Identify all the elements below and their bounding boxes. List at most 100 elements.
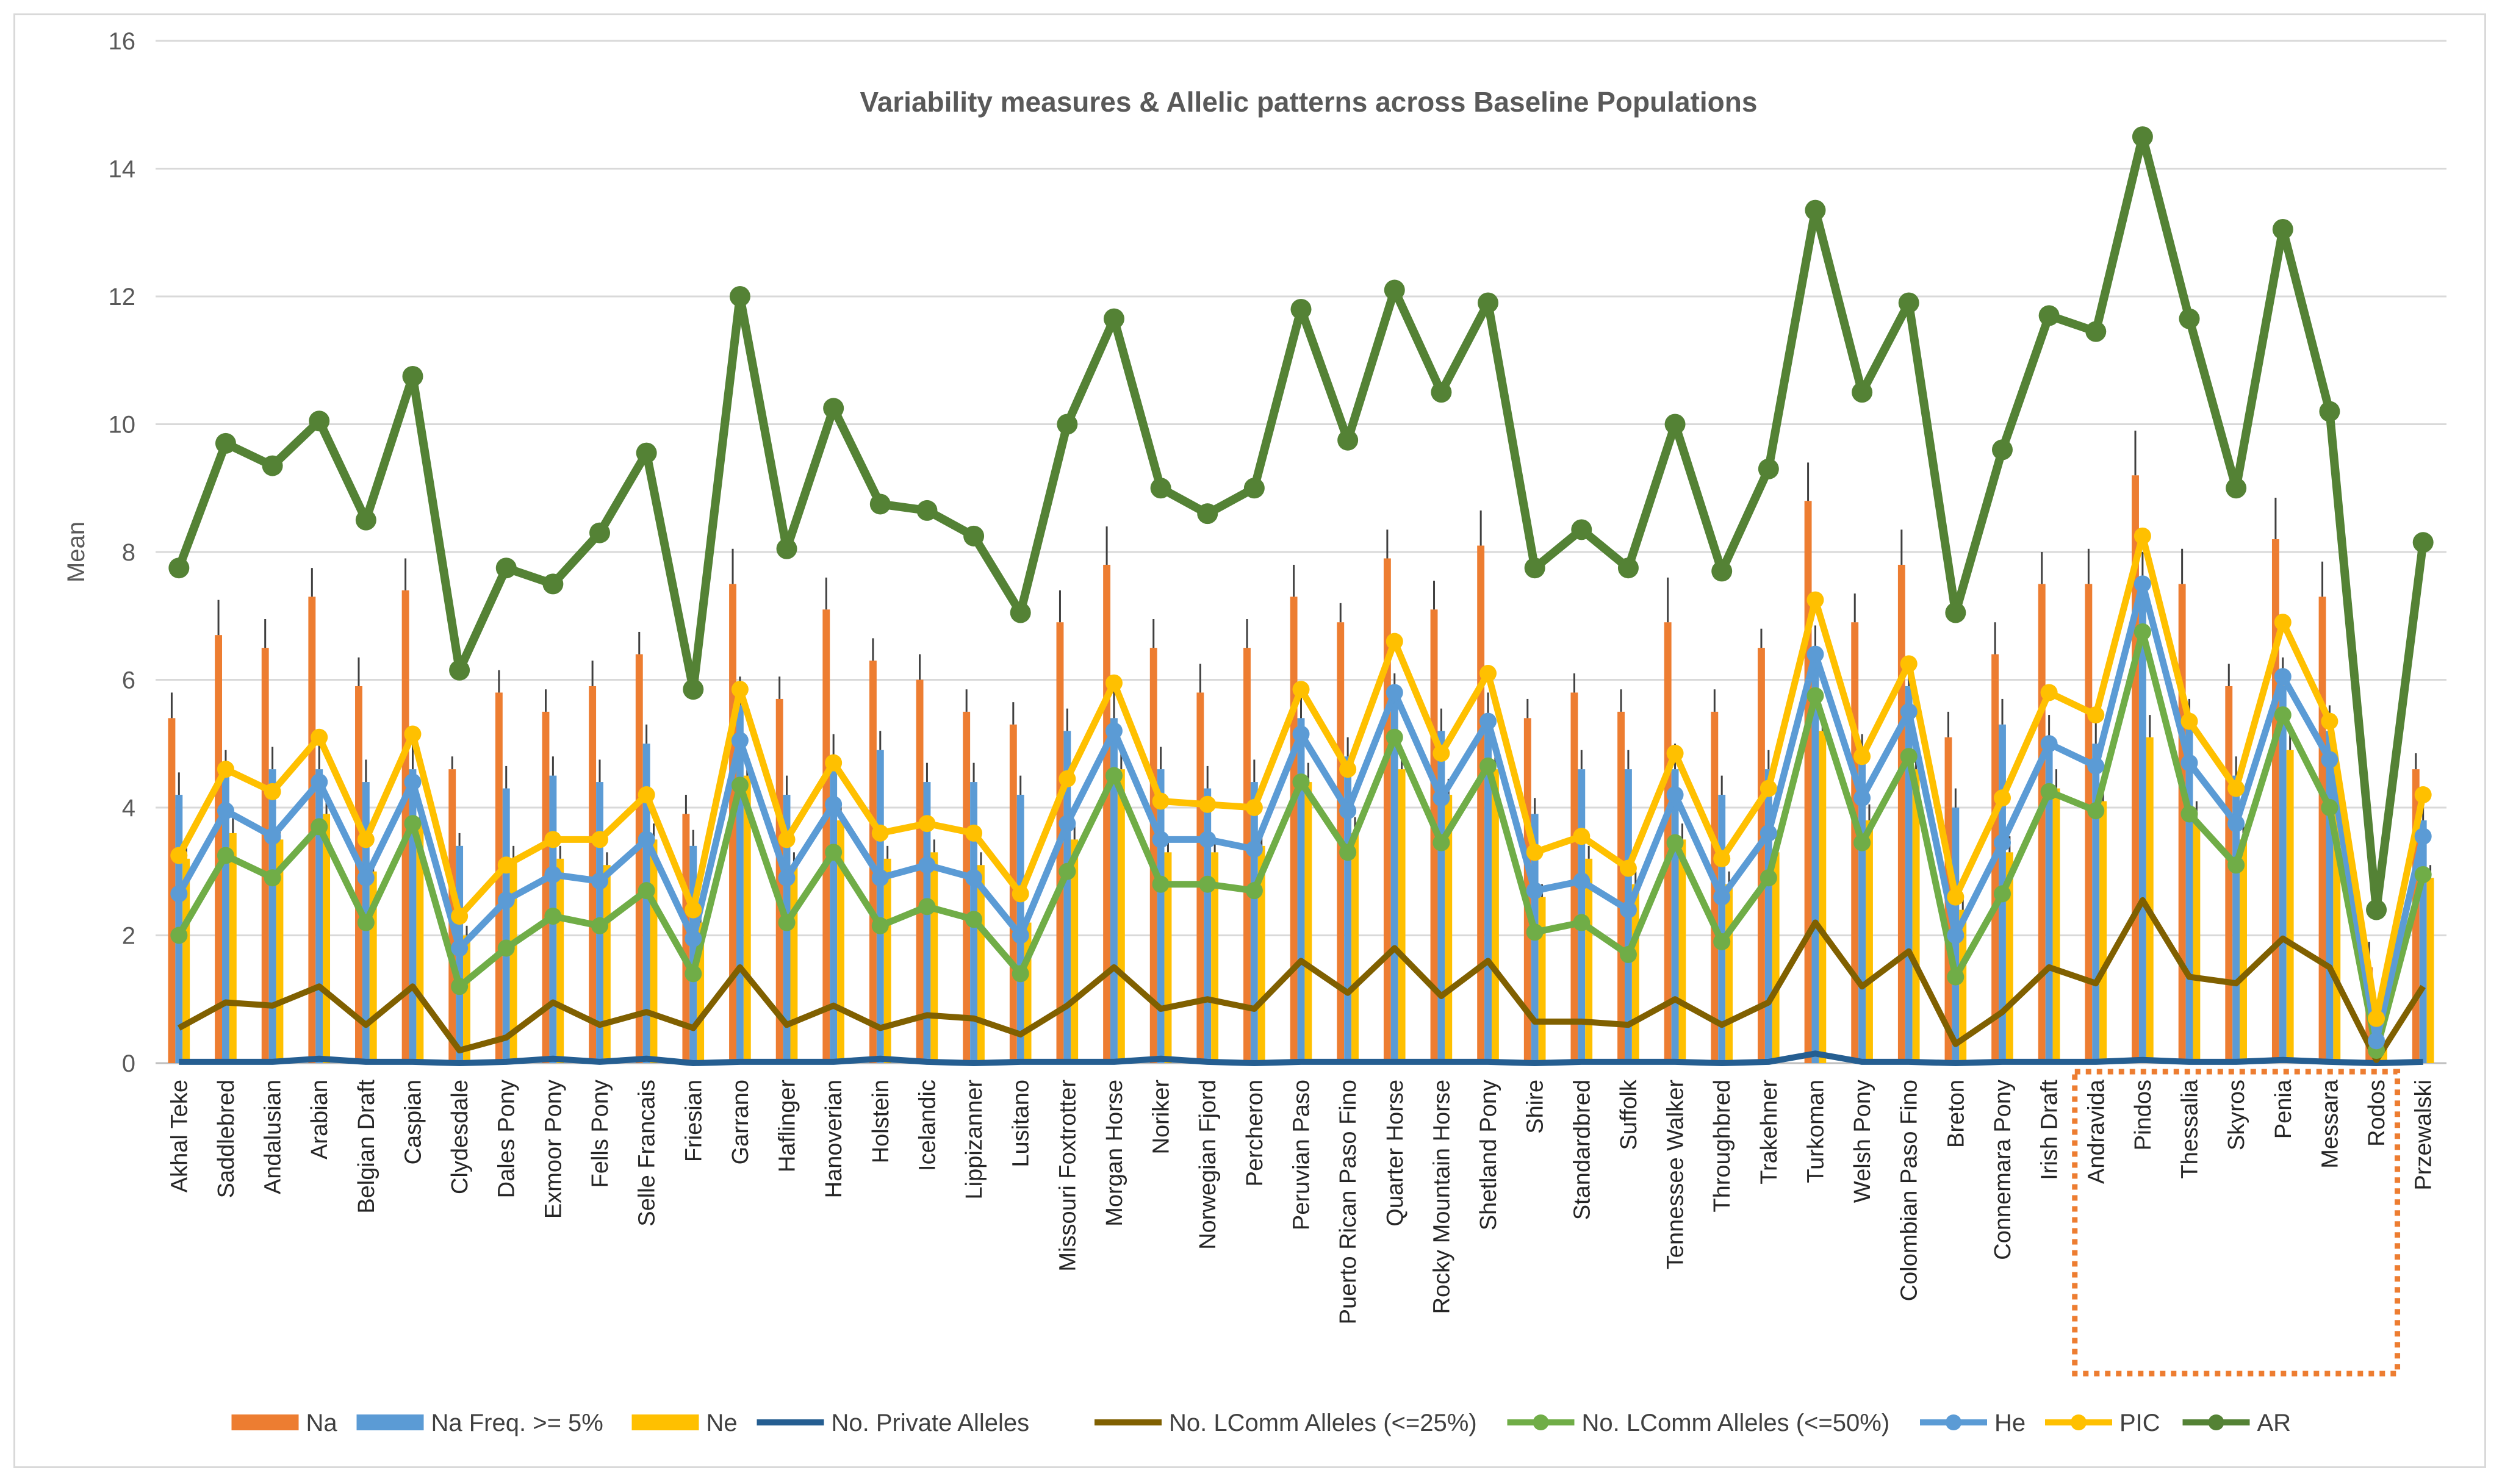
x-label-hanoverian: Hanoverian — [821, 1080, 847, 1198]
series-markers — [168, 126, 2434, 1059]
marker-no-lcomm-alleles-50-throughbred — [1713, 933, 1731, 950]
marker-pic-peruvian-paso — [1292, 681, 1310, 698]
legend-swatch-na — [231, 1414, 299, 1430]
marker-no-lcomm-alleles-50-turkoman — [1806, 687, 1824, 704]
y-tick-label-16: 16 — [109, 28, 136, 55]
marker-no-lcomm-alleles-50-connemara-pony — [1993, 885, 2011, 903]
bar-na-freq-5-messara — [2326, 731, 2334, 1063]
bar-ne-turkoman — [1819, 731, 1827, 1063]
marker-ar-hanoverian — [823, 398, 844, 419]
marker-no-lcomm-alleles-50-lusitano — [1012, 965, 1029, 983]
marker-he-arabian — [311, 773, 328, 791]
bar-na-percheron — [1243, 648, 1251, 1063]
marker-ar-holstein — [869, 493, 891, 515]
bar-ne-andravida — [2099, 801, 2107, 1063]
bar-ne-lippizanner — [977, 865, 985, 1063]
bar-ne-suffolk — [1631, 884, 1639, 1063]
marker-no-lcomm-alleles-50-belgian-draft — [357, 914, 375, 931]
marker-pic-penia — [2274, 614, 2292, 631]
x-label-lusitano: Lusitano — [1008, 1080, 1034, 1167]
bar-na-freq-5-shetland-pony — [1484, 718, 1492, 1063]
marker-ar-breton — [1945, 602, 1966, 623]
marker-pic-tennessee-walker — [1666, 744, 1684, 762]
marker-no-lcomm-alleles-50-dales-pony — [497, 939, 515, 957]
marker-ar-lusitano — [1010, 602, 1031, 623]
marker-pic-skyros — [2227, 780, 2245, 797]
marker-he-shire — [1526, 882, 1544, 900]
marker-pic-trakehner — [1760, 780, 1777, 797]
bar-na-freq-5-penia — [2279, 686, 2287, 1063]
x-label-tennessee-walker: Tennessee Walker — [1663, 1080, 1689, 1270]
marker-he-lippizanner — [965, 869, 983, 887]
x-label-akhal-teke: Akhal Teke — [167, 1080, 192, 1192]
bar-na-fells-pony — [589, 686, 597, 1063]
x-label-andravida: Andravida — [2083, 1079, 2109, 1184]
marker-pic-morgan-horse — [1105, 674, 1123, 692]
legend-swatch-ne — [631, 1414, 699, 1430]
marker-no-lcomm-alleles-50-icelandic — [918, 898, 936, 916]
x-label-thessalia: Thessalia — [2177, 1079, 2203, 1178]
y-axis-ticks: 0 2 4 6 8 10 12 14 16 — [109, 28, 136, 1077]
marker-pic-andalusian — [264, 783, 281, 800]
marker-no-lcomm-alleles-50-missouri-foxtrotter — [1059, 862, 1076, 880]
marker-he-tennessee-walker — [1666, 786, 1684, 804]
marker-no-lcomm-alleles-50-caspian — [404, 815, 422, 833]
x-label-holstein: Holstein — [868, 1080, 894, 1163]
bar-ne-rocky-mountain-horse — [1445, 795, 1453, 1063]
x-label-standardbred: Standardbred — [1569, 1080, 1595, 1220]
x-axis-labels: Akhal Teke Saddlebred Andalusian Arabian Bel… — [167, 1079, 2436, 1324]
bar-na-freq-5-skyros — [2232, 775, 2240, 1063]
bar-na-thessalia — [2178, 584, 2186, 1063]
bar-na-freq-5-percheron — [1250, 782, 1258, 1063]
marker-no-lcomm-alleles-50-andravida — [2087, 802, 2105, 820]
marker-no-lcomm-alleles-50-saddlebred — [217, 847, 234, 864]
bar-ne-pindos — [2146, 737, 2154, 1063]
bar-ne-peruvian-paso — [1304, 782, 1312, 1063]
bar-ne-throughbred — [1725, 884, 1733, 1063]
y-tick-label-2: 2 — [122, 923, 135, 950]
bar-na-noriker — [1149, 648, 1157, 1063]
marker-ar-skyros — [2226, 478, 2247, 499]
marker-pic-noriker — [1152, 792, 1170, 810]
x-label-connemara-pony: Connemara Pony — [1990, 1080, 2016, 1260]
marker-pic-belgian-draft — [357, 831, 375, 848]
bar-ne-arabian — [323, 814, 331, 1063]
bar-ne-fells-pony — [603, 865, 611, 1063]
bar-na-quarter-horse — [1383, 558, 1391, 1063]
legend-marker-ar — [2208, 1414, 2224, 1430]
bar-na-freq-5-caspian — [409, 769, 417, 1063]
bar-ne-haflinger — [790, 865, 798, 1063]
marker-pic-arabian — [311, 728, 328, 746]
bar-ne-puerto-rican-paso-fino — [1351, 833, 1359, 1063]
marker-ar-andalusian — [262, 455, 283, 476]
marker-ar-caspian — [402, 365, 423, 387]
marker-he-przewalski — [2414, 828, 2432, 845]
bar-na-peruvian-paso — [1290, 597, 1298, 1063]
marker-no-lcomm-alleles-50-clydesdale — [451, 978, 469, 995]
marker-he-saddlebred — [217, 802, 234, 820]
marker-ar-messara — [2319, 401, 2340, 422]
x-label-irish-draft: Irish Draft — [2037, 1080, 2063, 1180]
marker-ar-rodos — [2366, 899, 2387, 920]
marker-no-lcomm-alleles-50-lippizanner — [965, 911, 983, 928]
marker-he-pindos — [2134, 575, 2151, 593]
marker-no-lcomm-alleles-50-pindos — [2134, 623, 2151, 640]
bar-na-morgan-horse — [1103, 564, 1111, 1063]
marker-pic-dales-pony — [497, 856, 515, 874]
x-label-fells-pony: Fells Pony — [588, 1080, 613, 1188]
marker-no-lcomm-alleles-50-akhal-teke — [170, 927, 188, 944]
bar-na-penia — [2271, 539, 2279, 1063]
bar-na-freq-5-przewalski — [2419, 820, 2427, 1063]
marker-he-andravida — [2087, 757, 2105, 775]
bar-ne-standardbred — [1585, 858, 1593, 1063]
bar-na-freq-5-hanoverian — [830, 756, 838, 1063]
bar-na-freq-5-andalusian — [268, 769, 276, 1063]
bar-na-freq-5-dales-pony — [502, 788, 510, 1063]
marker-pic-puerto-rican-paso-fino — [1339, 761, 1357, 778]
marker-ar-clydesdale — [449, 659, 470, 681]
bar-na-suffolk — [1617, 711, 1625, 1063]
bar-na-freq-5-arabian — [315, 769, 323, 1063]
marker-no-lcomm-alleles-50-selle-francais — [638, 882, 655, 900]
marker-pic-friesian — [685, 901, 702, 919]
marker-pic-garrano — [731, 681, 749, 698]
